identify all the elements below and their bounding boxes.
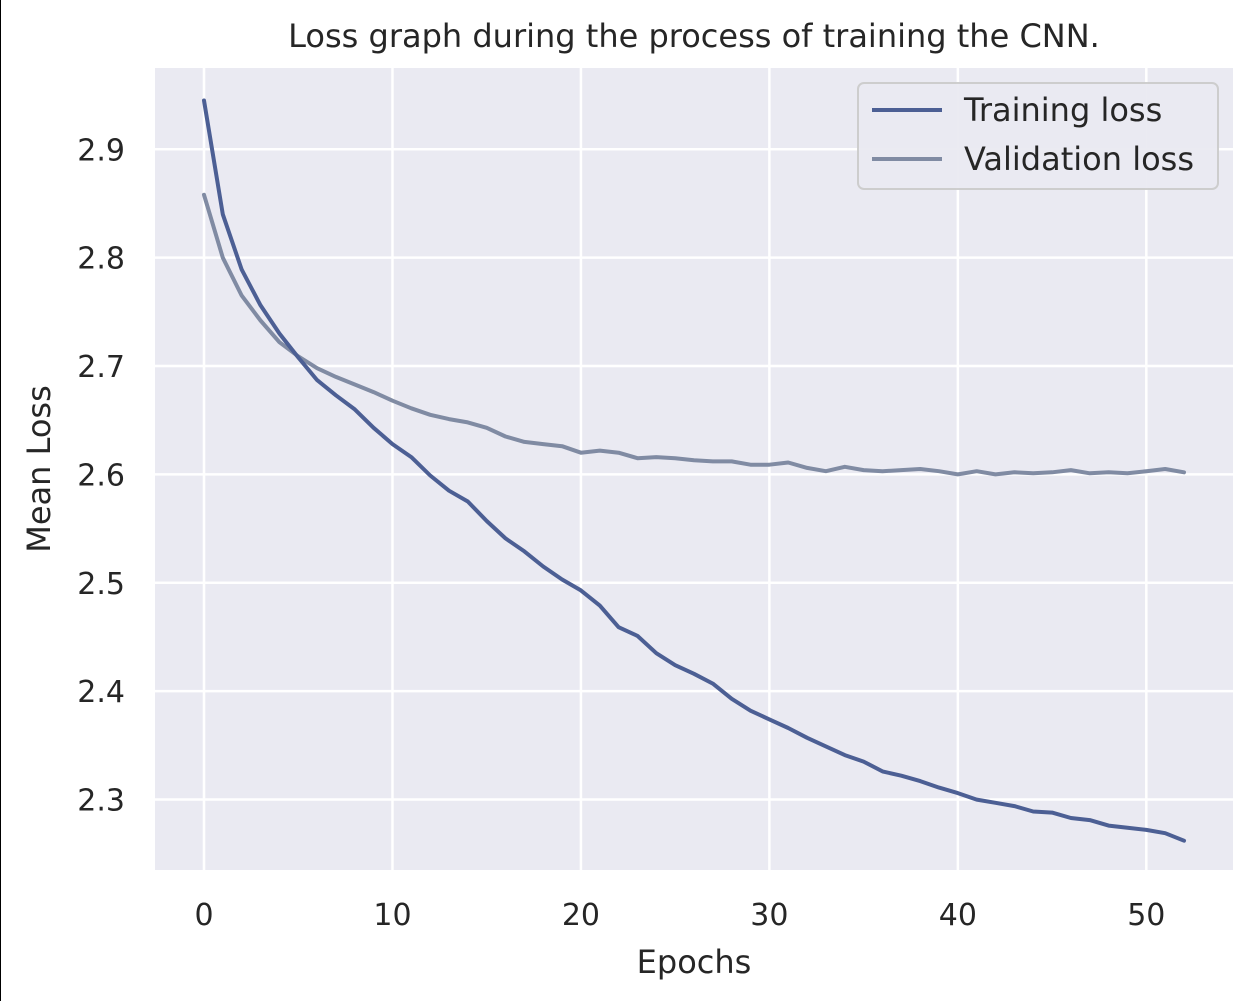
y-tick-label: 2.8	[77, 242, 125, 277]
chart-title: Loss graph during the process of trainin…	[288, 17, 1100, 55]
x-axis-ticks: 0 10 20 30 40 50	[194, 898, 1165, 933]
y-tick-label: 2.3	[77, 784, 125, 819]
y-tick-label: 2.5	[77, 567, 125, 602]
legend: Training loss Validation loss	[857, 82, 1219, 190]
y-tick-label: 2.7	[77, 350, 125, 385]
legend-box	[857, 82, 1219, 190]
x-axis-label: Epochs	[637, 943, 752, 981]
series-line-validation	[202, 192, 1186, 477]
y-tick-label: 2.9	[77, 133, 125, 168]
series-line-training	[202, 98, 1186, 843]
y-axis-ticks: 2.3 2.4 2.5 2.6 2.7 2.8 2.9	[77, 133, 125, 818]
legend-label-validation: Validation loss	[964, 140, 1194, 178]
plot-area	[155, 68, 1233, 870]
x-tick-label: 20	[562, 898, 600, 933]
y-tick-label: 2.4	[77, 675, 125, 710]
x-tick-label: 30	[750, 898, 788, 933]
x-tick-label: 50	[1127, 898, 1165, 933]
x-tick-label: 10	[373, 898, 411, 933]
y-tick-label: 2.6	[77, 458, 125, 493]
y-axis-label: Mean Loss	[20, 385, 58, 553]
series-lines	[202, 98, 1186, 843]
grid-lines	[155, 68, 1233, 870]
x-tick-label: 0	[194, 898, 213, 933]
legend-label-training: Training loss	[963, 91, 1162, 129]
x-tick-label: 40	[939, 898, 977, 933]
